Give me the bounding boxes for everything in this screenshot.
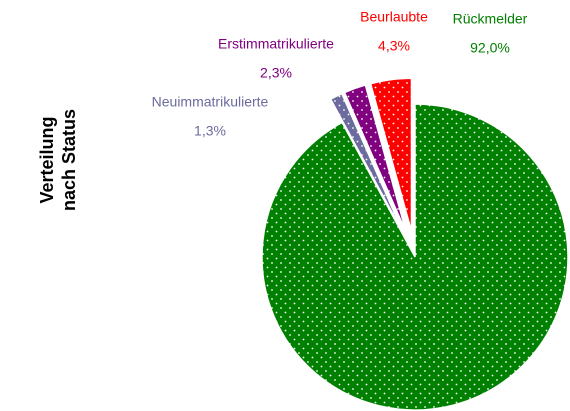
slice-value-label: 2,3% bbox=[260, 65, 292, 81]
chart-title: Verteilung bbox=[37, 116, 57, 203]
slice-label: Erstimmatrikulierte bbox=[218, 36, 334, 52]
slice-value-label: 4,3% bbox=[378, 38, 410, 54]
pie-slice bbox=[343, 84, 407, 233]
slice-value-label: 1,3% bbox=[194, 123, 226, 139]
title-group: Verteilung nach Status bbox=[37, 109, 79, 211]
slice-label: Beurlaubte bbox=[360, 9, 428, 25]
slice-value-label: 92,0% bbox=[470, 40, 510, 56]
slice-label: Rückmelder bbox=[453, 11, 528, 27]
pie-slice bbox=[261, 103, 569, 411]
chart-title: nach Status bbox=[59, 109, 79, 211]
pie-slice bbox=[329, 92, 405, 235]
slice-label: Neuimmatrikulierte bbox=[152, 94, 269, 110]
pie-slice bbox=[369, 77, 413, 232]
